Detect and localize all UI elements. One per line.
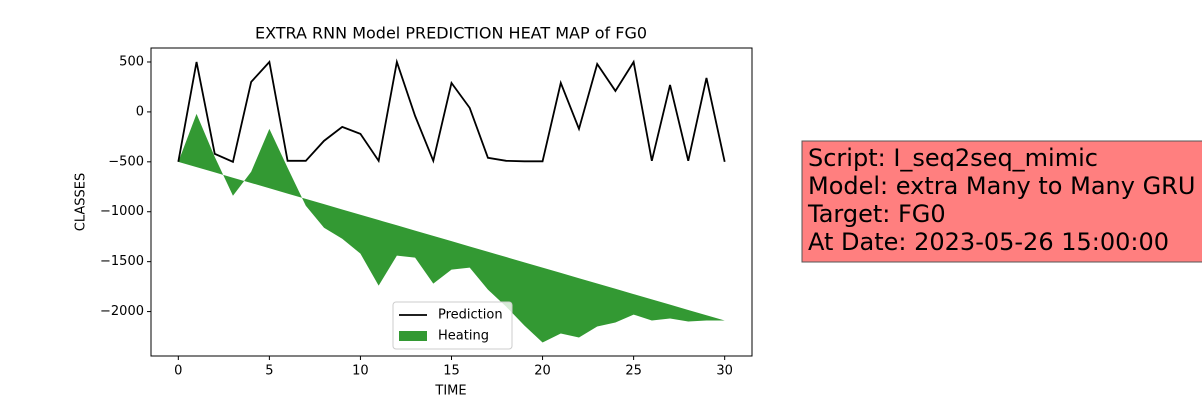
x-tick-label: 15: [443, 364, 460, 379]
annotation-line: At Date: 2023-05-26 15:00:00: [808, 228, 1169, 256]
prediction-line: [177, 58, 726, 164]
chart-title: EXTRA RNN Model PREDICTION HEAT MAP of F…: [255, 24, 647, 43]
y-tick-label: 0: [136, 104, 144, 119]
annotation-line: Script: I_seq2seq_mimic: [808, 144, 1098, 172]
annotation-line: Model: extra Many to Many GRU: [808, 172, 1195, 200]
legend-swatch: [399, 331, 427, 341]
legend-label: Heating: [438, 329, 489, 344]
x-tick-label: 25: [625, 364, 642, 379]
x-tick-label: 5: [265, 364, 273, 379]
x-tick-label: 30: [716, 364, 733, 379]
annotation-line: Target: FG0: [807, 200, 946, 228]
y-tick-label: −500: [108, 154, 144, 169]
x-axis-label: TIME: [434, 384, 466, 399]
y-tick-label: −1000: [100, 204, 144, 219]
y-tick-label: −1500: [100, 254, 144, 269]
legend-label: Prediction: [438, 308, 503, 323]
x-tick-label: 20: [534, 364, 551, 379]
y-tick-label: −2000: [100, 304, 144, 319]
y-axis-label: CLASSES: [74, 173, 89, 231]
x-tick-label: 0: [174, 364, 182, 379]
annotation-box: [801, 140, 1202, 263]
y-tick-label: 500: [119, 54, 144, 69]
x-tick-label: 10: [352, 364, 369, 379]
heating-area: [178, 113, 725, 343]
